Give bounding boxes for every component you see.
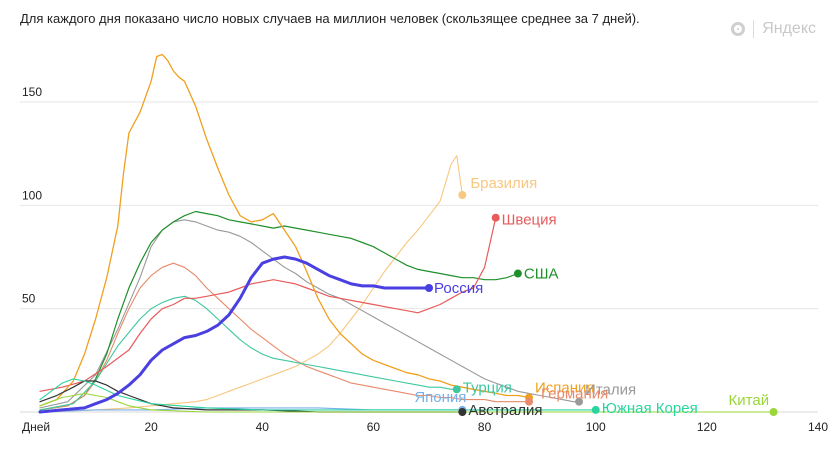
axis-ticks: 50 100 150 Дней 20 40 60 80 100 120 140	[22, 85, 828, 434]
series-end-dot	[591, 405, 600, 414]
series-label: Италия	[585, 382, 636, 399]
series-line	[39, 217, 497, 392]
x-tick-label: 80	[478, 420, 492, 434]
logo-divider	[753, 20, 755, 38]
series-label: Швеция	[502, 212, 557, 229]
series-line	[39, 392, 775, 413]
series-label: США	[524, 266, 559, 283]
series-label: Россия	[434, 280, 483, 297]
series-line	[39, 155, 463, 413]
series-end-dot	[769, 408, 778, 416]
y-tick-label: 100	[22, 188, 42, 202]
series-end-dot	[458, 191, 467, 199]
series-line	[38, 255, 431, 414]
series-end-dot	[575, 397, 584, 406]
series-label: Испания	[535, 380, 595, 397]
series-end-dot	[452, 385, 461, 394]
series-end-dot	[458, 408, 467, 416]
x-tick-label: 20	[144, 420, 158, 434]
series-line	[39, 210, 519, 411]
x-tick-label: 60	[367, 420, 381, 434]
y-tick-label: 150	[22, 85, 42, 99]
yandex-logo-text: Яндекс	[762, 20, 816, 37]
series-end-dot	[513, 269, 522, 278]
series-end-dot	[491, 213, 500, 222]
series-label: Бразилия	[470, 175, 537, 192]
x-tick-label: 100	[586, 420, 606, 434]
y-tick-label: 50	[22, 292, 36, 306]
series-line	[39, 53, 530, 407]
series-line	[39, 295, 458, 411]
series-label: Япония	[414, 389, 466, 406]
grid-lines	[20, 101, 818, 413]
yandex-ring-icon	[731, 22, 746, 36]
x-tick-label: 140	[808, 420, 828, 434]
x-tick-label: 120	[697, 420, 717, 434]
series-line	[39, 262, 530, 411]
x-tick-label: 40	[256, 420, 270, 434]
series-label: Китай	[729, 392, 770, 409]
series-label: Австралия	[468, 402, 542, 419]
series-lines	[38, 53, 775, 414]
series-end-dot	[525, 397, 534, 406]
series-label: Турция	[463, 379, 512, 396]
series-line	[39, 378, 597, 411]
series-label: Германия	[541, 386, 608, 403]
x-axis-label: Дней	[22, 420, 50, 434]
series-label: Южная Корея	[602, 400, 698, 417]
yandex-logo: Яндекс	[731, 20, 816, 38]
series-end-dot	[425, 284, 433, 292]
chart-caption: Для каждого дня показано число новых слу…	[20, 11, 640, 26]
